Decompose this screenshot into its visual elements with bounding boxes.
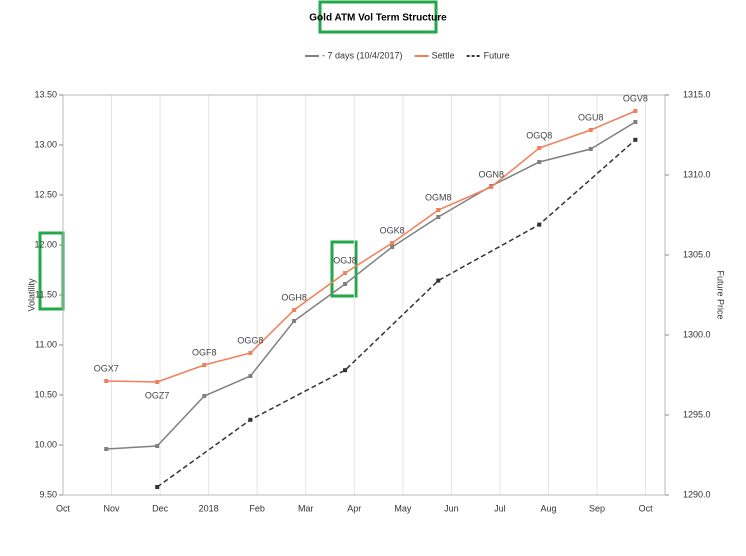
point-label: OGJ8 (333, 255, 357, 265)
y-tick-label: 13.00 (34, 139, 57, 149)
point-marker (343, 282, 348, 286)
x-tick-label: Aug (540, 503, 556, 513)
point-marker (155, 444, 160, 448)
y-tick-label: 13.50 (34, 89, 57, 99)
point-label: OGH8 (281, 292, 307, 302)
point-label: OGU8 (578, 112, 604, 122)
point-label: OGV8 (623, 93, 648, 103)
point-marker (390, 245, 395, 249)
point-label: OGK8 (380, 225, 405, 235)
y-tick-label: 9.50 (39, 489, 57, 499)
point-marker (390, 241, 395, 245)
x-tick-label: Oct (639, 503, 654, 513)
point-marker (292, 308, 297, 312)
point-marker (537, 160, 542, 164)
y2-tick-label: 1295.0 (683, 409, 711, 419)
point-marker (489, 185, 494, 189)
point-marker (248, 351, 253, 355)
x-tick-label: Feb (249, 503, 265, 513)
point-marker (436, 215, 441, 219)
y-tick-label: 11.50 (35, 289, 57, 299)
point-label: OGF8 (192, 347, 217, 357)
y-tick-label: 10.50 (34, 389, 57, 399)
highlight-box (318, 0, 438, 34)
point-label: OGZ7 (145, 390, 170, 400)
y-tick-label: 11.00 (35, 339, 57, 349)
legend-label: Settle (432, 50, 455, 60)
series-line (106, 110, 636, 383)
x-tick-label: 2018 (199, 503, 219, 513)
highlight-box (330, 240, 358, 298)
point-marker (436, 278, 441, 283)
point-label: OGN8 (478, 169, 504, 179)
point-marker (343, 368, 348, 373)
point-label: OGX7 (94, 363, 119, 373)
x-tick-label: Oct (56, 503, 71, 513)
point-marker (248, 374, 253, 378)
point-marker (248, 417, 253, 422)
legend-label: - 7 days (10/4/2017) (322, 50, 403, 60)
x-tick-label: Jun (444, 503, 459, 513)
y2-axis-title: Future Price (716, 270, 726, 319)
point-marker (633, 120, 638, 124)
x-tick-label: Jul (494, 503, 506, 513)
point-label: OGQ8 (526, 130, 552, 140)
legend-label: Future (484, 50, 510, 60)
point-marker (633, 137, 638, 142)
point-marker (588, 147, 593, 151)
point-marker (202, 394, 207, 398)
x-tick-label: Apr (347, 503, 361, 513)
point-label: OGM8 (425, 192, 452, 202)
point-marker (343, 271, 348, 275)
x-tick-label: Nov (104, 503, 121, 513)
y2-tick-label: 1300.0 (683, 329, 711, 339)
point-label: OGG8 (237, 335, 263, 345)
x-tick-label: Sep (589, 503, 605, 513)
point-marker (537, 146, 542, 150)
point-marker (155, 380, 160, 384)
x-tick-label: Mar (298, 503, 314, 513)
point-marker (292, 319, 297, 323)
series-line (106, 121, 636, 450)
point-marker (537, 222, 542, 227)
chart-title: Gold ATM Vol Term Structure (309, 13, 447, 24)
y-tick-label: 12.50 (34, 189, 57, 199)
y2-tick-label: 1290.0 (683, 489, 711, 499)
y2-tick-label: 1305.0 (683, 249, 711, 259)
point-marker (155, 485, 160, 489)
y-axis-title: Volatility (26, 278, 36, 312)
point-marker (588, 128, 593, 132)
y2-tick-label: 1315.0 (683, 89, 711, 99)
y-tick-label: 10.00 (34, 439, 57, 449)
point-marker (104, 447, 109, 451)
y2-tick-label: 1310.0 (683, 169, 711, 179)
point-marker (202, 363, 207, 367)
point-marker (436, 208, 441, 212)
y-tick-label: 12.00 (34, 239, 57, 249)
x-tick-label: May (394, 503, 412, 513)
point-marker (633, 109, 638, 113)
point-marker (104, 379, 109, 383)
x-tick-label: Dec (152, 503, 169, 513)
